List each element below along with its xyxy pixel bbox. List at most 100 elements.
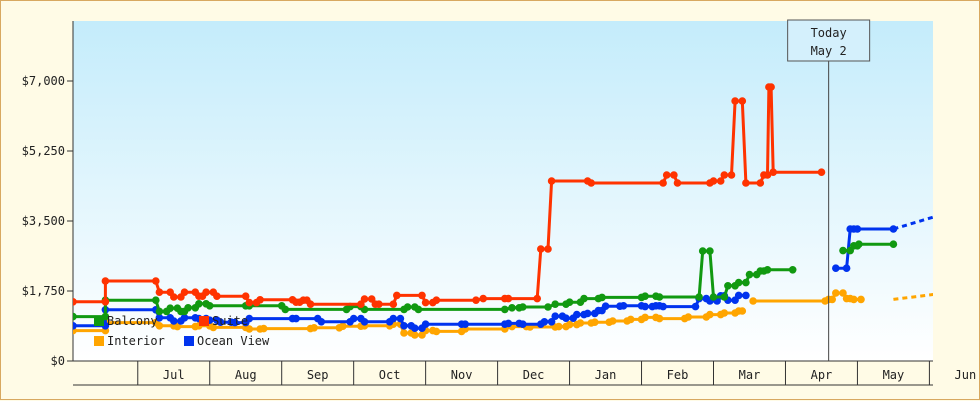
data-point-interior [850, 295, 858, 304]
data-point-suite [432, 296, 441, 305]
data-point-ocean-view [216, 318, 225, 327]
data-point-suite [817, 168, 826, 176]
data-point-ocean-view [691, 302, 700, 311]
data-point-balcony [414, 305, 423, 314]
data-point-interior [411, 331, 419, 339]
data-point-suite [537, 245, 545, 253]
data-point-suite [170, 293, 178, 301]
data-point-ocean-view [360, 318, 369, 326]
data-point-balcony [184, 304, 192, 312]
data-point-ocean-view [519, 320, 527, 329]
data-point-ocean-view [170, 317, 178, 325]
data-point-balcony [889, 240, 898, 248]
data-point-interior [608, 317, 617, 325]
data-point-suite [375, 300, 383, 309]
data-point-balcony [641, 292, 649, 301]
data-point-balcony [205, 302, 214, 310]
data-point-suite [393, 291, 401, 300]
data-point-ocean-view [396, 314, 405, 323]
data-point-interior [245, 325, 254, 333]
data-point-suite [767, 83, 775, 91]
data-point-suite [360, 295, 369, 303]
data-point-balcony [763, 266, 772, 274]
data-point-suite [742, 179, 750, 187]
data-point-balcony [403, 303, 412, 311]
data-point-balcony [508, 304, 516, 312]
series-balcony [73, 240, 898, 321]
month-label: Mar [739, 368, 761, 382]
data-point-ocean-view [461, 320, 470, 329]
data-point-interior [655, 314, 664, 323]
data-point-balcony [655, 293, 664, 301]
data-point-interior [857, 295, 865, 304]
data-point-interior [155, 322, 164, 330]
data-point-interior [684, 313, 693, 321]
data-point-balcony [720, 293, 729, 301]
data-point-suite [659, 179, 667, 187]
data-point-balcony [698, 247, 707, 255]
data-point-ocean-view [842, 264, 851, 273]
data-point-suite [673, 179, 682, 187]
data-point-interior [591, 318, 599, 327]
data-point-suite [763, 171, 772, 179]
month-label: Dec [523, 368, 545, 382]
data-point-ocean-view [504, 319, 513, 328]
data-point-interior [259, 324, 268, 333]
data-point-suite [73, 298, 77, 306]
y-axis: $0 $1,750 $3,500 $5,250 $7,000 [22, 21, 74, 368]
legend-swatch-ocean-view [184, 336, 194, 346]
data-point-ocean-view [547, 318, 556, 326]
data-point-balcony [544, 303, 552, 311]
data-point-balcony [281, 305, 290, 314]
series-layer [73, 83, 933, 339]
data-point-balcony [724, 282, 732, 290]
data-point-ocean-view [562, 314, 570, 323]
data-point-balcony [580, 294, 588, 303]
data-point-suite [306, 300, 315, 309]
data-point-suite [547, 177, 556, 185]
data-point-suite [101, 277, 110, 285]
data-point-suite [720, 171, 729, 179]
data-point-suite [731, 97, 739, 105]
data-point-balcony [195, 300, 203, 308]
data-point-suite [202, 288, 210, 297]
data-point-ocean-view [231, 318, 239, 327]
month-label: Apr [811, 368, 833, 382]
data-point-interior [626, 315, 635, 324]
data-point-ocean-view [619, 302, 628, 310]
data-point-interior [832, 289, 840, 297]
month-label: May [883, 368, 905, 382]
today-marker: Today May 2 [787, 19, 871, 361]
month-label: Jan [595, 368, 617, 382]
data-point-balcony [565, 298, 574, 307]
data-point-suite [662, 171, 671, 179]
data-point-suite [670, 171, 678, 179]
data-point-balcony [855, 240, 863, 248]
today-box [787, 19, 871, 62]
x-axis: Jul Aug Sep Oct Nov Dec Jan Feb Mar Apr May Jun [73, 360, 976, 386]
data-point-suite [418, 291, 426, 300]
data-point-suite [472, 296, 480, 305]
data-point-balcony [695, 293, 703, 301]
month-label: Jul [163, 368, 185, 382]
data-point-suite [587, 179, 595, 187]
data-point-ocean-view [421, 320, 430, 329]
data-point-ocean-view [245, 314, 254, 323]
data-point-suite [421, 298, 430, 307]
data-point-ocean-view [551, 312, 559, 321]
data-point-balcony [745, 270, 754, 279]
data-point-balcony [519, 303, 527, 311]
data-point-ocean-view [742, 291, 750, 300]
data-point-interior [173, 322, 182, 331]
data-point-suite [213, 292, 221, 301]
data-point-ocean-view [853, 225, 862, 233]
y-tick-label: $3,500 [22, 214, 65, 228]
data-point-suite [756, 179, 765, 187]
data-point-ocean-view [659, 302, 667, 311]
data-point-interior [339, 322, 347, 331]
data-point-suite [101, 298, 110, 306]
data-point-suite [716, 177, 725, 185]
data-point-suite [709, 177, 718, 185]
